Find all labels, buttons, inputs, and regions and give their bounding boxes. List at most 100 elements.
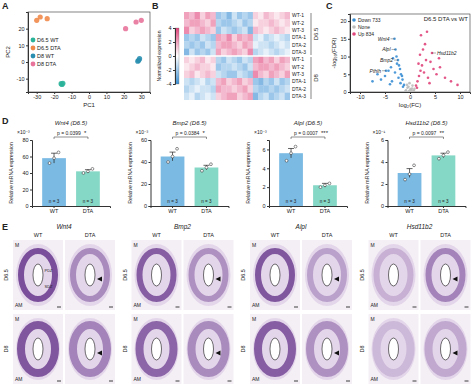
region-label: AM xyxy=(371,376,379,382)
region-label: AM xyxy=(134,302,142,308)
ish-image xyxy=(184,240,234,310)
annotation-leader xyxy=(391,38,395,39)
point xyxy=(410,90,413,92)
cell xyxy=(232,78,238,86)
annotation-leader xyxy=(432,53,436,54)
group-separator xyxy=(184,55,290,56)
tick: WT xyxy=(287,206,296,214)
scale-bar xyxy=(228,381,232,382)
cell xyxy=(269,63,275,71)
stain xyxy=(21,251,55,299)
cell xyxy=(248,78,254,86)
point xyxy=(429,61,432,64)
cell xyxy=(258,63,264,71)
stain xyxy=(310,251,344,299)
cell xyxy=(216,78,222,86)
cell xyxy=(253,27,259,35)
tick: 0 xyxy=(144,203,151,209)
axis-title: Relative mRNA expression xyxy=(364,142,370,204)
point xyxy=(426,30,429,33)
cell xyxy=(274,85,280,93)
cell xyxy=(211,41,217,49)
chart-title: Wnt4 (D6.5) xyxy=(55,120,87,126)
axis-line xyxy=(386,141,389,207)
replicate-point xyxy=(205,166,208,169)
cell xyxy=(237,56,243,64)
tick-label: 2 xyxy=(168,39,171,45)
image-background xyxy=(250,314,300,384)
cell xyxy=(189,34,195,42)
cell xyxy=(226,63,232,71)
region-label: AM xyxy=(252,302,260,308)
region-label: AM xyxy=(252,376,260,382)
axis-line xyxy=(173,29,176,85)
scale-bar xyxy=(465,381,469,382)
cell xyxy=(274,49,280,57)
stain xyxy=(310,325,344,373)
replicate-point xyxy=(285,159,288,162)
bar xyxy=(313,185,337,206)
arrowhead xyxy=(97,351,102,356)
point xyxy=(399,82,402,85)
region-label: AM xyxy=(15,302,23,308)
tick: 6 xyxy=(381,137,388,143)
cell xyxy=(279,93,285,100)
cell xyxy=(232,34,238,42)
axis-line xyxy=(33,207,111,209)
stain xyxy=(377,251,411,299)
point xyxy=(450,80,453,83)
cell xyxy=(216,12,222,20)
tick: 0 xyxy=(25,203,32,209)
tick-mark xyxy=(149,184,151,185)
tick-mark xyxy=(30,206,32,207)
cell xyxy=(253,41,259,49)
cell xyxy=(189,71,195,79)
cell xyxy=(211,85,217,93)
significance-bracket xyxy=(291,137,325,139)
cell xyxy=(184,85,190,93)
cell xyxy=(274,41,280,49)
scale-bar xyxy=(176,381,180,382)
cell xyxy=(211,71,217,79)
panel-letter: E xyxy=(2,222,8,232)
cell xyxy=(189,63,195,71)
tick-mark xyxy=(267,187,269,188)
tissue xyxy=(16,244,60,306)
tick: 10 xyxy=(18,43,28,49)
arrowhead xyxy=(453,351,458,356)
legend-marker xyxy=(31,38,36,43)
tick-label: 20 xyxy=(340,18,346,24)
tick: 0 xyxy=(381,203,388,209)
legend: D6.5 WTD6.5 DTAD8 WTD8 DTA xyxy=(31,37,61,67)
cell xyxy=(269,78,275,86)
cell xyxy=(258,49,264,57)
tick-label: 0 xyxy=(21,59,24,65)
point xyxy=(401,75,404,78)
tick-mark xyxy=(348,74,350,75)
point xyxy=(133,19,138,24)
cell xyxy=(242,56,248,64)
legend-marker xyxy=(352,25,356,29)
row-label: DTA-3 xyxy=(292,93,306,99)
point xyxy=(423,71,426,74)
cell xyxy=(205,34,211,42)
legend-label: Up 834 xyxy=(358,31,374,37)
point xyxy=(427,77,430,80)
cell xyxy=(264,63,270,71)
cell xyxy=(253,78,259,86)
tick-label: -5 xyxy=(383,94,388,100)
gene-title: Bmp2 xyxy=(174,223,191,231)
cell xyxy=(221,34,227,42)
tick-mark xyxy=(173,56,175,57)
cell xyxy=(269,27,275,35)
embryo xyxy=(152,264,162,286)
region-label: M xyxy=(134,242,138,248)
cell xyxy=(242,85,248,93)
cell xyxy=(237,71,243,79)
axis-title: -log₁₀(FDR) xyxy=(331,38,337,69)
legend-marker xyxy=(31,46,36,51)
tissue xyxy=(372,318,416,380)
tissue xyxy=(305,318,349,380)
region-label: M xyxy=(15,316,19,322)
tick-mark xyxy=(386,140,388,141)
